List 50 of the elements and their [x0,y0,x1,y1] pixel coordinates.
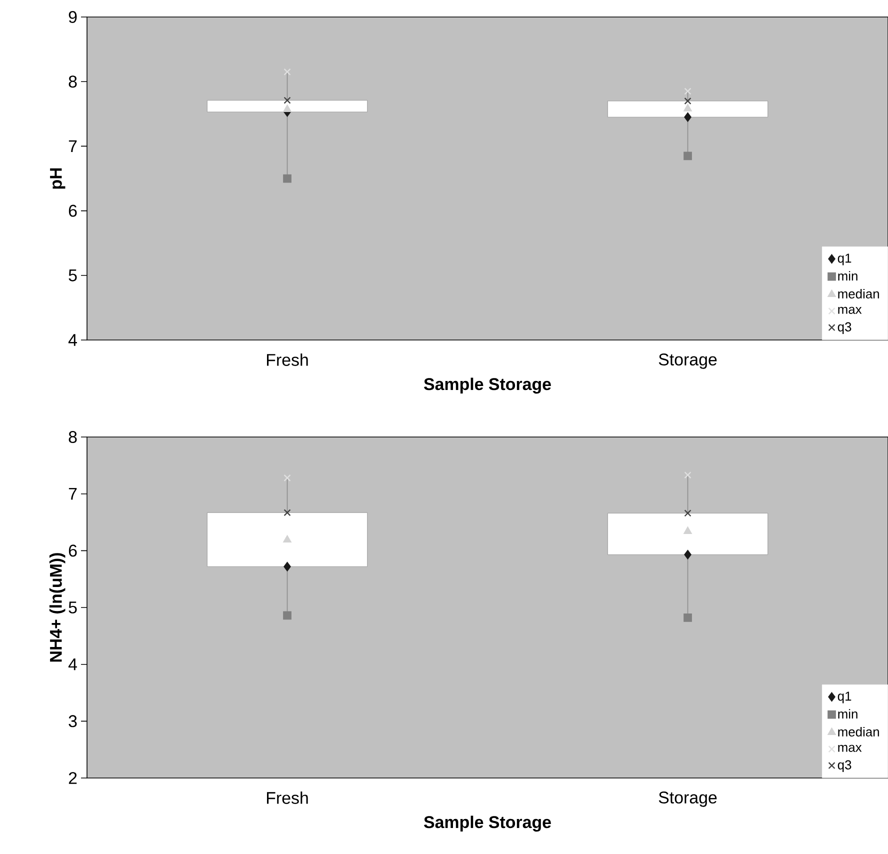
y-tick-label: 8 [68,76,77,88]
x-tick-label: Fresh [267,792,308,804]
y-tick-label: 4 [68,658,77,670]
y-tick-label: 5 [68,602,77,614]
y-tick-label: 7 [68,140,77,152]
legend-label: q3 [838,322,852,334]
x-axis-title: Sample Storage [424,378,551,394]
legend-label: max [838,306,862,314]
point [684,510,692,517]
y-tick-label: 9 [68,11,77,24]
x-tick-label: Storage [658,792,717,807]
y-tick-label: 2 [68,772,77,784]
x-axis-title: Sample Storage [424,816,551,832]
y-tick-label: 8 [68,431,77,444]
point [684,112,692,122]
point [284,509,291,516]
point [284,562,291,572]
y-tick-label: 6 [68,204,77,217]
point [684,152,692,160]
y-tick-label: 7 [68,488,77,500]
legend-label: median [838,288,879,298]
point [283,174,292,183]
y-axis-title: pH [50,168,66,189]
point [284,96,291,104]
point [684,88,692,95]
point [284,474,291,482]
point [284,68,291,76]
point [283,611,292,620]
legend-label: min [838,271,858,280]
legend-label: median [838,726,879,736]
point [684,550,692,560]
legend-label: q1 [838,692,852,704]
y-tick-label: 6 [68,544,77,557]
point [684,97,692,105]
y-axis-title: NH4+ (ln(uM)) [49,553,66,662]
x-tick-label: Storage [658,354,717,369]
point [283,104,292,112]
y-tick-label: 3 [68,715,77,728]
x-tick-label: Fresh [267,354,308,366]
point [684,104,692,112]
y-tick-label: 5 [68,269,77,282]
point [684,472,692,479]
point [684,526,692,534]
legend-label: q1 [838,254,852,266]
point [283,535,292,542]
legend-label: max [838,744,862,752]
legend-label: min [838,709,858,718]
y-tick-label: 4 [68,334,77,346]
point [684,614,692,622]
legend-label: q3 [838,760,852,772]
